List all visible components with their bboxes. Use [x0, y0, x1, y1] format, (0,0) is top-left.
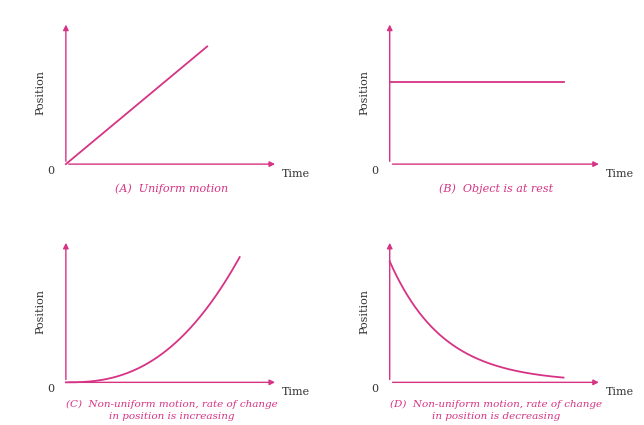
Text: Time: Time	[282, 387, 310, 397]
Text: Position: Position	[360, 289, 370, 334]
Text: Time: Time	[606, 387, 634, 397]
Text: 0: 0	[48, 166, 55, 176]
Text: (B)  Object is at rest: (B) Object is at rest	[439, 184, 553, 194]
Text: in position is increasing: in position is increasing	[109, 412, 234, 421]
Text: 0: 0	[48, 384, 55, 394]
Text: (D)  Non-uniform motion, rate of change: (D) Non-uniform motion, rate of change	[390, 400, 601, 409]
Text: (C)  Non-uniform motion, rate of change: (C) Non-uniform motion, rate of change	[66, 400, 278, 409]
Text: 0: 0	[372, 384, 379, 394]
Text: Position: Position	[360, 71, 370, 116]
Text: Position: Position	[36, 289, 46, 334]
Text: 0: 0	[372, 166, 379, 176]
Text: Position: Position	[36, 71, 46, 116]
Text: in position is decreasing: in position is decreasing	[431, 412, 560, 421]
Text: Time: Time	[282, 169, 310, 178]
Text: (A)  Uniform motion: (A) Uniform motion	[115, 184, 229, 194]
Text: Time: Time	[606, 169, 634, 178]
